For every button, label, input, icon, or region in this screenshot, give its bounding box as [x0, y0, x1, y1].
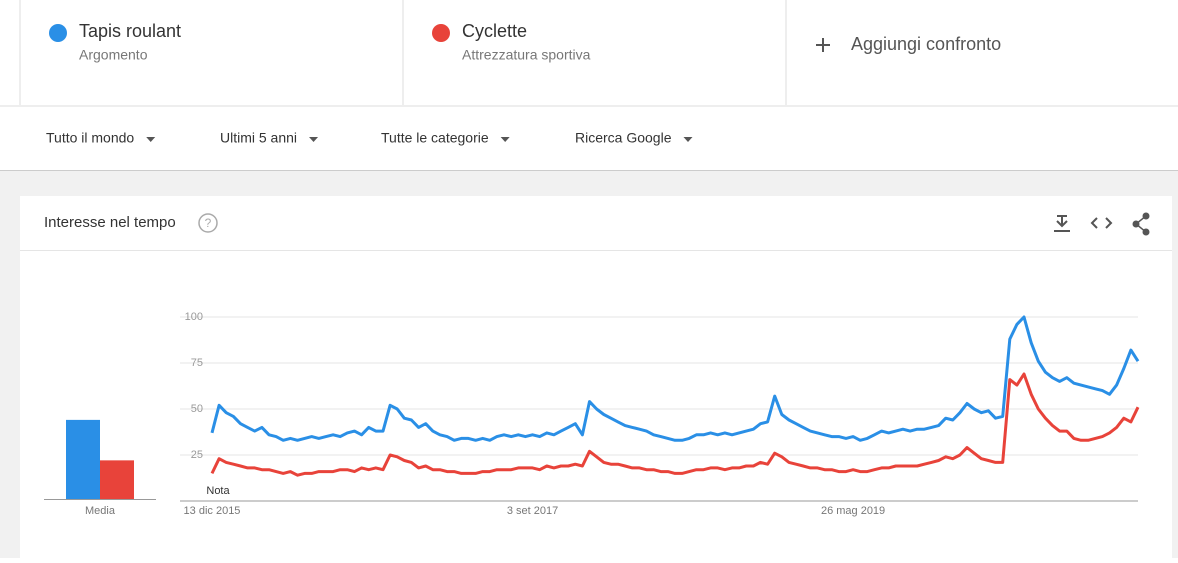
- card: [20, 196, 1172, 558]
- svg-text:?: ?: [205, 216, 212, 230]
- add-compare[interactable]: Aggiungi confronto: [816, 34, 1001, 54]
- dropdown-arrow: [146, 137, 156, 142]
- average-bar: [100, 460, 134, 499]
- legend-subtitle: Argomento: [79, 47, 148, 63]
- legend-subtitle: Attrezzatura sportiva: [462, 47, 591, 63]
- embed-icon[interactable]: [1090, 217, 1113, 229]
- help-icon[interactable]: ?: [198, 213, 218, 233]
- filter-label[interactable]: Tutte le categorie: [381, 130, 489, 146]
- dropdown-arrow: [309, 137, 319, 142]
- legend-dot: [432, 24, 450, 42]
- x-tick-label: 26 mag 2019: [821, 505, 885, 517]
- chart: 25 50 75 100 13 dic 2015 3 set 2017 26 mag 201…: [44, 311, 1140, 517]
- y-tick-label: 50: [191, 403, 203, 415]
- card-title: Interesse nel tempo: [44, 214, 176, 231]
- legend-dot: [49, 24, 67, 42]
- dropdown-arrow: [683, 137, 693, 142]
- filters: Tutto il mondo Ultimi 5 anni Tutte le cate…: [46, 130, 693, 146]
- filter-label[interactable]: Ricerca Google: [575, 130, 672, 146]
- y-tick-label: 75: [191, 357, 203, 369]
- filter-label[interactable]: Tutto il mondo: [46, 130, 134, 146]
- average-label: Media: [85, 505, 116, 517]
- legend-term: Cyclette: [462, 21, 527, 41]
- dropdown-arrow: [500, 137, 510, 142]
- series-line: [210, 372, 1140, 477]
- legend-term: Tapis roulant: [79, 21, 181, 41]
- y-tick-label: 100: [185, 311, 203, 323]
- x-tick-label: 3 set 2017: [507, 505, 558, 517]
- comparison-terms: Tapis roulant Argomento Cyclette Attrezzatu…: [49, 21, 591, 63]
- top-panel: [0, 0, 1178, 170]
- note: Nota: [206, 485, 230, 497]
- average-bar: [66, 419, 100, 499]
- series-line: [210, 315, 1140, 442]
- filter-label[interactable]: Ultimi 5 anni: [220, 130, 297, 146]
- plus-icon: [816, 38, 830, 52]
- share-icon[interactable]: [1132, 212, 1150, 236]
- download-icon[interactable]: [1054, 215, 1070, 232]
- add-compare-label[interactable]: Aggiungi confronto: [851, 34, 1001, 54]
- x-tick-label: 13 dic 2015: [184, 505, 241, 517]
- y-tick-label: 25: [191, 449, 203, 461]
